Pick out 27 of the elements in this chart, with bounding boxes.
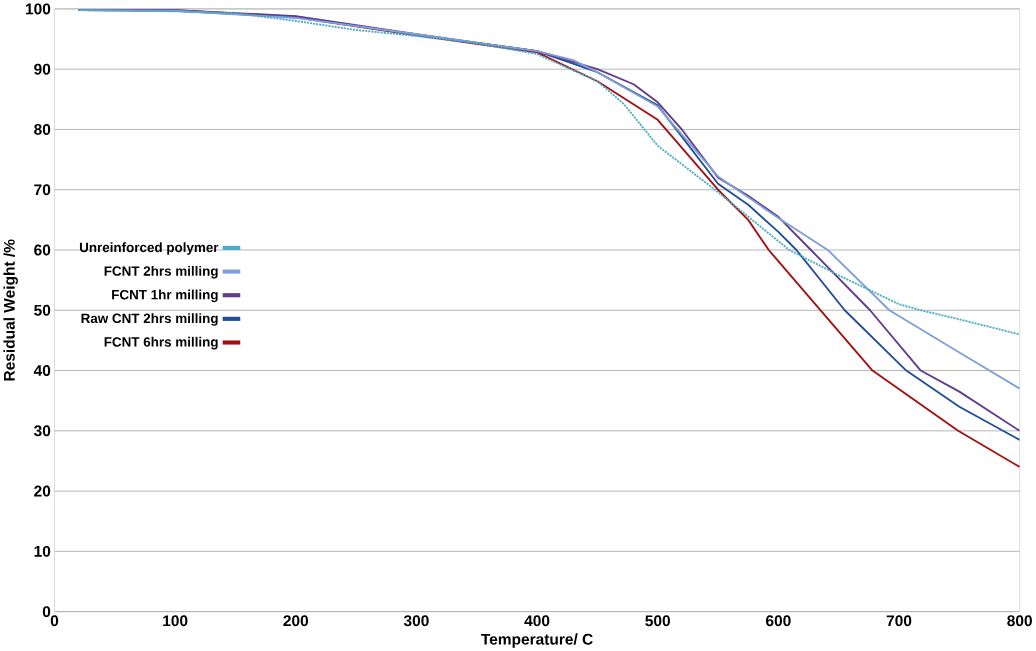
- legend-label: FCNT 6hrs milling: [104, 336, 218, 350]
- x-tick-label: 400: [524, 615, 550, 627]
- x-tick-label: 500: [645, 615, 670, 627]
- x-tick-label: 700: [886, 615, 912, 627]
- y-tick-label: 80: [34, 123, 51, 135]
- x-tick-label: 600: [766, 615, 791, 627]
- y-tick-label: 0: [42, 606, 51, 618]
- y-tick-label: 10: [34, 545, 51, 557]
- y-tick-label: 50: [34, 304, 51, 316]
- x-axis-title: Temperature/ C: [481, 633, 593, 648]
- y-tick-label: 60: [34, 244, 51, 256]
- y-tick-label: 20: [34, 485, 51, 497]
- x-tick-label: 100: [163, 615, 188, 627]
- legend-label: FCNT 1hr milling: [112, 289, 218, 303]
- y-tick-label: 100: [25, 3, 51, 15]
- y-tick-label: 30: [33, 425, 51, 437]
- legend-label: Unreinforced polymer: [79, 242, 219, 255]
- x-tick-label: 200: [283, 615, 309, 627]
- y-tick-label: 40: [33, 364, 51, 376]
- y-tick-label: 90: [34, 63, 51, 75]
- y-axis-title: Residual Weight /%: [3, 239, 18, 381]
- x-tick-label: 0: [50, 615, 59, 627]
- legend-label: Raw CNT 2hrs milling: [81, 313, 218, 326]
- x-tick-label: 800: [1007, 615, 1032, 627]
- x-tick-label: 300: [403, 615, 429, 627]
- y-tick-label: 70: [34, 184, 51, 196]
- legend-label: FCNT 2hrs milling: [104, 265, 218, 279]
